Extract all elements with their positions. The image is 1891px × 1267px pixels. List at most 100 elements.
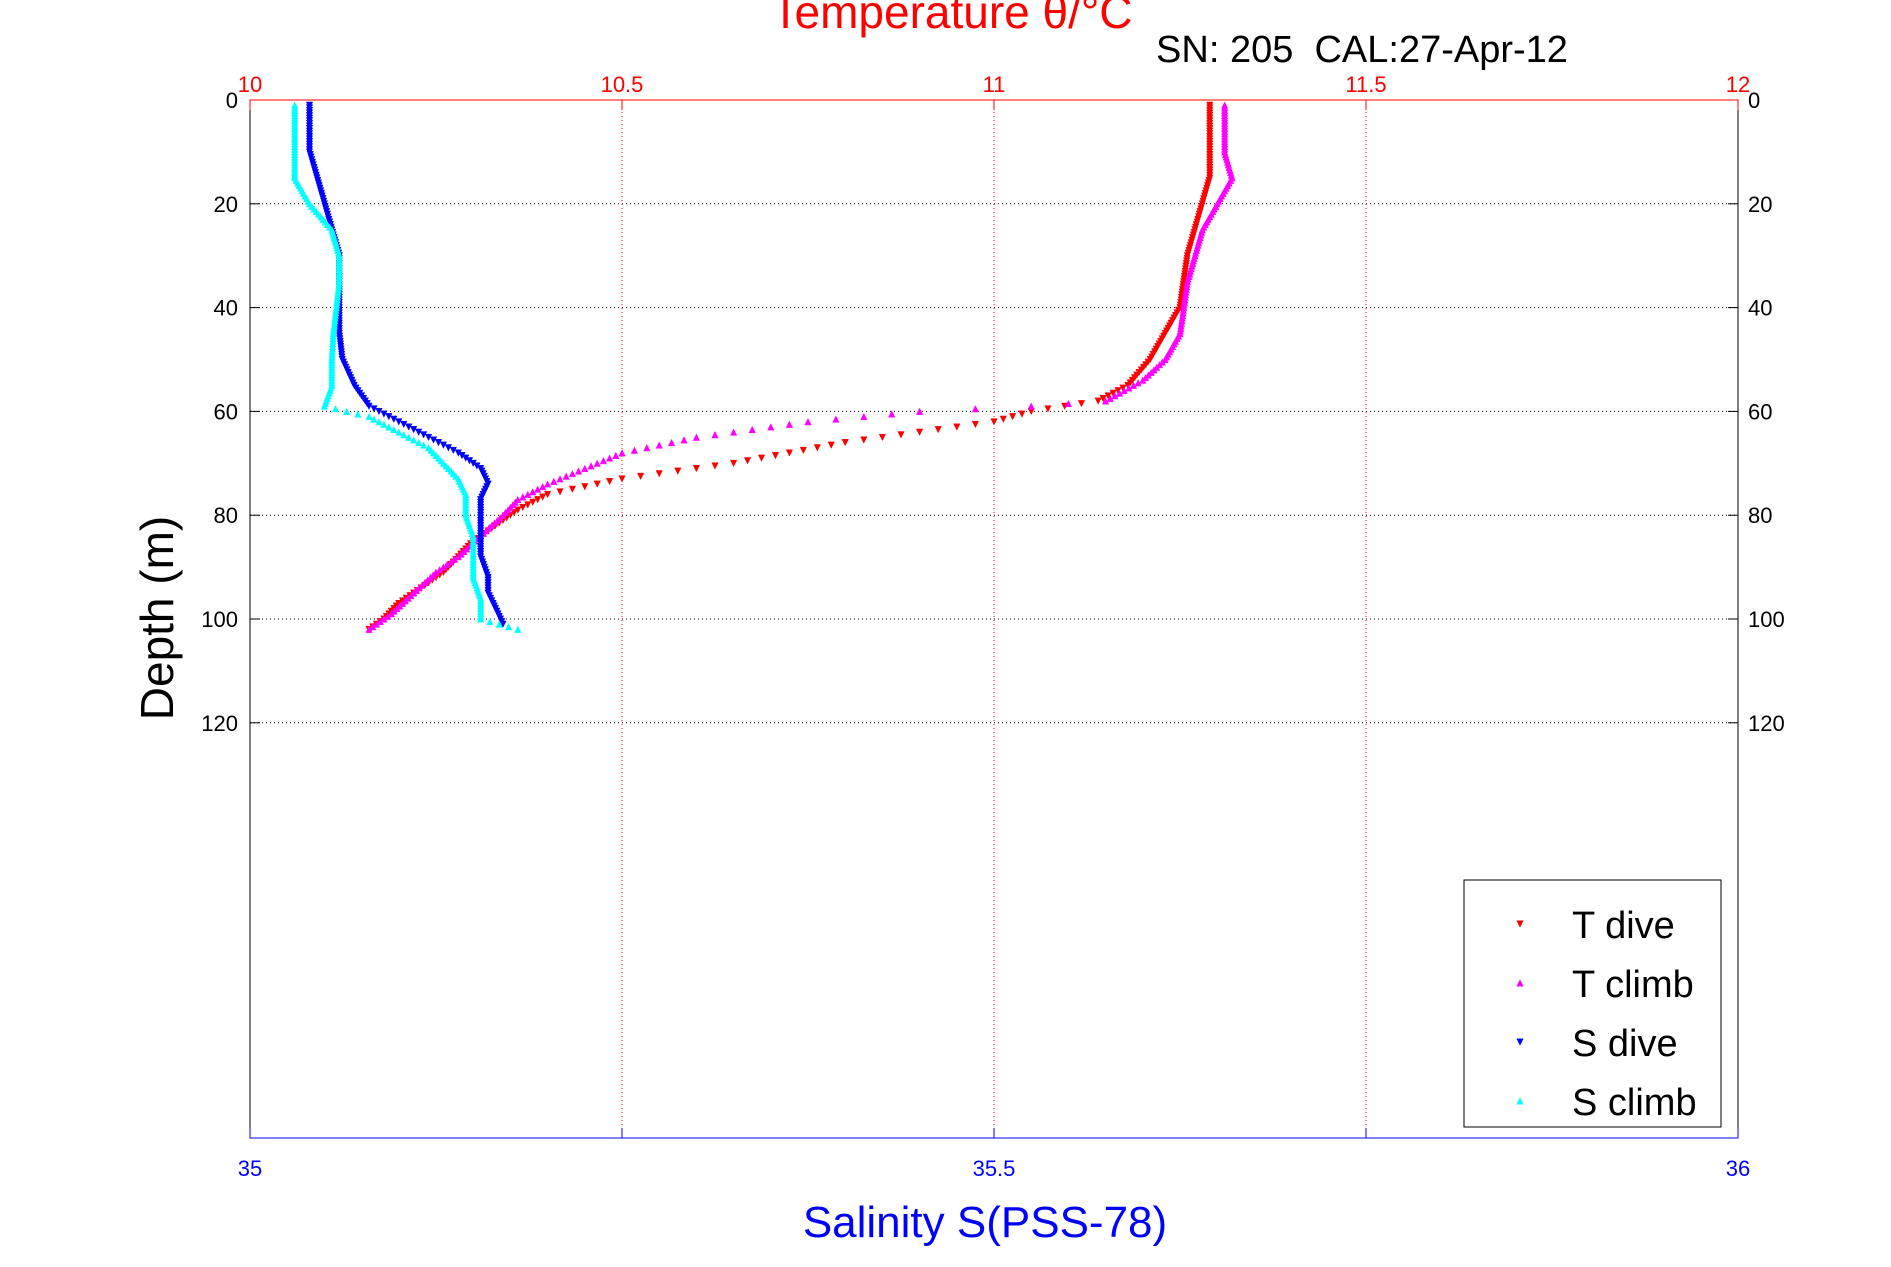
data-point — [443, 560, 451, 568]
data-point — [320, 402, 329, 410]
data-point — [385, 413, 393, 421]
data-point — [415, 438, 423, 446]
data-point — [495, 620, 503, 628]
data-point — [971, 405, 980, 413]
data-point — [1129, 381, 1138, 389]
data-point — [1115, 389, 1124, 397]
data-point — [384, 612, 392, 620]
data-point — [667, 438, 676, 446]
data-point — [618, 475, 626, 483]
data-point — [581, 464, 589, 472]
depth-tick-label-right: 100 — [1748, 607, 1785, 632]
data-point — [419, 441, 428, 449]
depth-tick-label-left: 20 — [214, 192, 238, 217]
data-point — [434, 439, 443, 447]
data-point — [390, 425, 398, 434]
data-point — [499, 620, 507, 628]
data-point — [897, 431, 905, 439]
depth-tick-label-right: 0 — [1748, 88, 1760, 113]
temperature-tick-label: 10.5 — [601, 72, 644, 97]
data-point — [543, 490, 552, 499]
depth-tick-label-right: 120 — [1748, 711, 1785, 736]
depth-tick-label-left: 60 — [214, 399, 238, 424]
depth-tick-label-left: 100 — [201, 607, 238, 632]
temperature-tick-label: 11 — [983, 72, 1006, 97]
data-point — [1027, 402, 1035, 410]
data-point — [860, 436, 868, 444]
data-point — [436, 565, 444, 574]
data-point — [574, 467, 583, 475]
data-point — [643, 443, 651, 452]
data-point — [971, 420, 980, 429]
salinity-tick-label: 36 — [1726, 1156, 1750, 1181]
data-point — [655, 441, 663, 449]
data-point — [450, 555, 459, 563]
data-point — [1044, 405, 1052, 413]
data-point — [1064, 399, 1073, 408]
data-point — [410, 426, 418, 434]
data-point — [827, 441, 835, 449]
data-point — [424, 433, 433, 442]
data-point — [343, 407, 351, 415]
data-point — [410, 436, 418, 444]
data-point — [556, 475, 564, 483]
data-point — [447, 558, 455, 566]
data-point — [504, 623, 513, 631]
series-t-climb — [365, 101, 1236, 633]
data-point — [519, 503, 527, 512]
data-point — [365, 625, 373, 633]
data-point — [1120, 386, 1128, 395]
data-point — [1018, 410, 1026, 418]
data-point — [1125, 384, 1133, 392]
data-point — [1134, 379, 1142, 387]
data-point — [804, 418, 812, 426]
depth-tick-label-left: 80 — [214, 503, 238, 528]
data-point — [539, 493, 547, 501]
data-point — [331, 405, 340, 413]
y-axis-label: Depth (m) — [131, 516, 183, 720]
data-point — [543, 480, 552, 488]
data-point — [1101, 397, 1110, 405]
data-point — [841, 439, 849, 447]
data-point — [1077, 400, 1086, 408]
data-point — [387, 610, 395, 618]
data-point — [372, 620, 381, 628]
data-point — [380, 615, 388, 623]
chart-subtitle: SN: 205 CAL:27-Apr-12 — [1156, 29, 1568, 71]
data-point — [888, 410, 896, 418]
data-point — [400, 430, 408, 439]
legend-marker — [1516, 1097, 1524, 1105]
legend: T dive T climb S dive S climb — [1463, 879, 1722, 1128]
data-point — [581, 483, 589, 491]
data-point — [748, 425, 756, 434]
data-point — [593, 480, 601, 488]
depth-tick-label-right: 60 — [1748, 399, 1772, 424]
data-point — [605, 478, 614, 486]
data-point — [915, 407, 924, 415]
data-point — [915, 428, 924, 436]
data-point — [562, 472, 570, 480]
data-point — [711, 462, 719, 470]
data-point — [534, 485, 542, 493]
data-point — [934, 426, 942, 434]
legend-label: S dive — [1572, 1023, 1678, 1065]
data-point — [534, 496, 542, 504]
data-point — [449, 446, 457, 455]
data-point — [605, 454, 614, 462]
data-point — [405, 433, 413, 441]
data-point — [429, 436, 438, 444]
legend-label: T dive — [1572, 905, 1675, 947]
data-point — [529, 488, 537, 496]
data-point — [1106, 394, 1114, 402]
data-point — [771, 452, 780, 460]
depth-tick-label-left: 0 — [226, 88, 238, 113]
data-point — [878, 433, 887, 442]
temperature-tick-label: 12 — [1726, 72, 1750, 97]
tick-layer: 0 0 20 20 40 40 60 60 80 80 100 100 120 120 10 10.5 11 11… — [201, 72, 1784, 1181]
data-point — [524, 490, 532, 498]
data-point — [593, 459, 601, 467]
legend-label: T climb — [1572, 964, 1694, 1006]
data-point — [587, 462, 595, 470]
data-point — [375, 407, 383, 416]
